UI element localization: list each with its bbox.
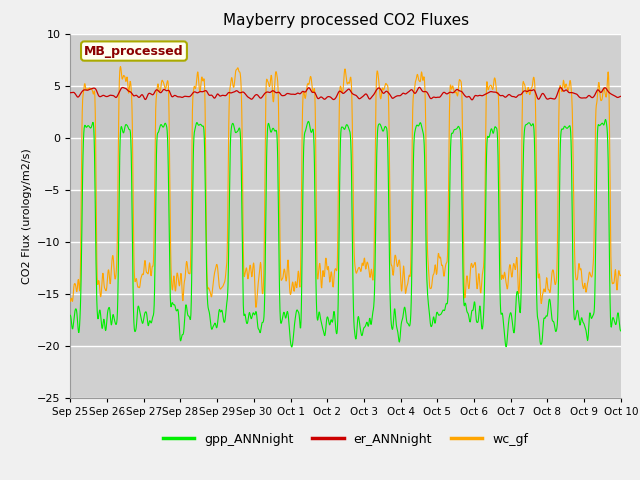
Bar <box>70 86 621 138</box>
Bar <box>70 138 621 190</box>
Bar <box>70 346 621 398</box>
Y-axis label: CO2 Flux (urology/m2/s): CO2 Flux (urology/m2/s) <box>22 148 31 284</box>
Bar <box>70 190 621 242</box>
Title: Mayberry processed CO2 Fluxes: Mayberry processed CO2 Fluxes <box>223 13 468 28</box>
Bar <box>70 242 621 294</box>
Bar <box>70 34 621 86</box>
Text: MB_processed: MB_processed <box>84 45 184 58</box>
Legend: gpp_ANNnight, er_ANNnight, wc_gf: gpp_ANNnight, er_ANNnight, wc_gf <box>158 428 533 451</box>
Bar <box>70 294 621 346</box>
